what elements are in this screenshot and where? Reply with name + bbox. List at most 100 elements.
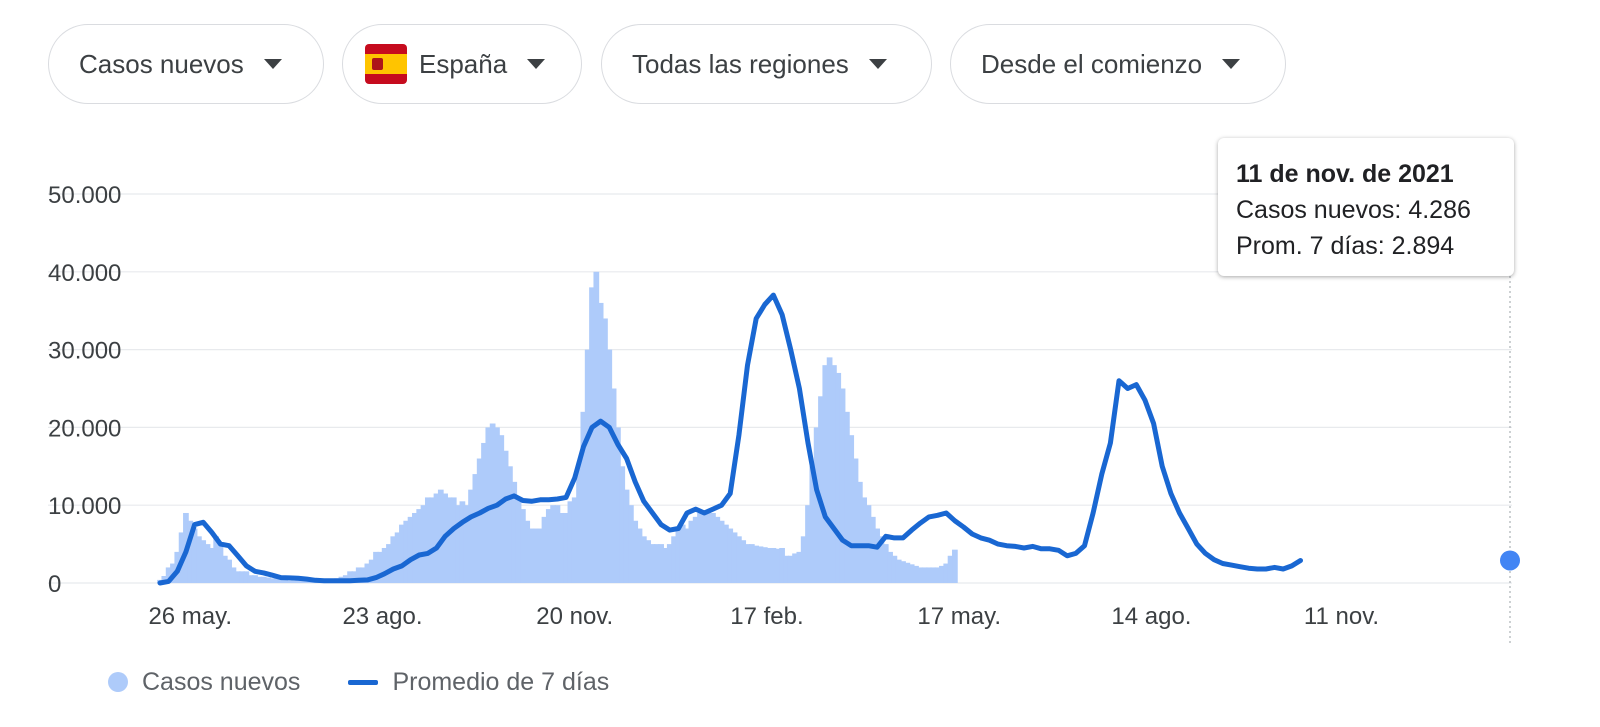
bar[interactable] bbox=[545, 509, 552, 583]
bar[interactable] bbox=[787, 555, 794, 583]
bar[interactable] bbox=[826, 357, 833, 583]
bar[interactable] bbox=[541, 516, 548, 583]
bar[interactable] bbox=[584, 349, 591, 583]
bar[interactable] bbox=[386, 544, 392, 583]
bar[interactable] bbox=[813, 427, 820, 583]
bar[interactable] bbox=[252, 575, 258, 583]
bar[interactable] bbox=[688, 520, 695, 583]
bar[interactable] bbox=[697, 512, 703, 583]
bar[interactable] bbox=[723, 524, 729, 583]
bar[interactable] bbox=[567, 501, 574, 583]
bar[interactable] bbox=[204, 544, 211, 583]
bar[interactable] bbox=[368, 559, 375, 583]
bar[interactable] bbox=[524, 520, 531, 583]
bar[interactable] bbox=[619, 466, 626, 583]
bar[interactable] bbox=[822, 365, 829, 583]
bars-series[interactable] bbox=[157, 271, 958, 583]
bar[interactable] bbox=[930, 567, 937, 583]
bar[interactable] bbox=[623, 489, 630, 583]
bar[interactable] bbox=[221, 555, 228, 583]
bar[interactable] bbox=[360, 567, 366, 583]
bar[interactable] bbox=[926, 567, 932, 583]
hover-point[interactable] bbox=[1500, 550, 1520, 571]
bar[interactable] bbox=[256, 576, 263, 583]
bar[interactable] bbox=[511, 481, 518, 583]
bar[interactable] bbox=[381, 547, 388, 583]
bar[interactable] bbox=[351, 571, 358, 583]
bar[interactable] bbox=[779, 547, 785, 583]
bar[interactable] bbox=[891, 555, 898, 583]
bar[interactable] bbox=[429, 497, 436, 583]
bar[interactable] bbox=[200, 540, 207, 583]
bar[interactable] bbox=[753, 545, 760, 583]
bar[interactable] bbox=[532, 528, 539, 583]
bar[interactable] bbox=[515, 497, 522, 583]
bar[interactable] bbox=[597, 302, 604, 583]
bar[interactable] bbox=[908, 564, 915, 583]
country-dropdown[interactable]: España bbox=[342, 24, 582, 104]
bar[interactable] bbox=[593, 271, 600, 583]
bar[interactable] bbox=[701, 512, 708, 583]
bar[interactable] bbox=[766, 547, 772, 583]
bar[interactable] bbox=[666, 544, 673, 583]
bar[interactable] bbox=[606, 349, 613, 583]
bar[interactable] bbox=[502, 450, 509, 583]
bar[interactable] bbox=[869, 516, 876, 583]
bar[interactable] bbox=[459, 501, 466, 583]
bar[interactable] bbox=[520, 509, 526, 583]
bar[interactable] bbox=[615, 427, 621, 583]
bar[interactable] bbox=[783, 555, 790, 583]
bar[interactable] bbox=[243, 571, 250, 583]
bar[interactable] bbox=[394, 532, 401, 583]
bar[interactable] bbox=[576, 466, 582, 583]
bar[interactable] bbox=[217, 544, 224, 583]
bar[interactable] bbox=[658, 544, 664, 583]
bar[interactable] bbox=[420, 505, 427, 583]
bar[interactable] bbox=[537, 528, 544, 583]
bar[interactable] bbox=[187, 520, 194, 583]
bar[interactable] bbox=[774, 548, 781, 583]
bar[interactable] bbox=[390, 536, 397, 583]
bar[interactable] bbox=[558, 512, 565, 583]
bar[interactable] bbox=[226, 559, 232, 583]
bar[interactable] bbox=[412, 512, 418, 583]
bar[interactable] bbox=[230, 567, 237, 583]
bar[interactable] bbox=[874, 528, 880, 583]
bar[interactable] bbox=[550, 505, 556, 583]
bar[interactable] bbox=[662, 547, 669, 583]
bar[interactable] bbox=[744, 544, 751, 583]
bar[interactable] bbox=[528, 528, 535, 583]
bar[interactable] bbox=[403, 520, 410, 583]
bar[interactable] bbox=[861, 497, 868, 583]
bar[interactable] bbox=[943, 563, 950, 583]
bar[interactable] bbox=[278, 579, 284, 583]
bar[interactable] bbox=[800, 536, 807, 583]
bar[interactable] bbox=[273, 578, 280, 583]
bar[interactable] bbox=[809, 466, 816, 583]
bar[interactable] bbox=[878, 536, 885, 583]
bar[interactable] bbox=[239, 571, 245, 583]
average-line[interactable] bbox=[157, 292, 1303, 586]
region-dropdown[interactable]: Todas las regiones bbox=[601, 24, 932, 104]
bar[interactable] bbox=[947, 555, 954, 583]
bar[interactable] bbox=[692, 516, 699, 583]
bar[interactable] bbox=[844, 411, 850, 583]
bar[interactable] bbox=[796, 551, 803, 583]
bar[interactable] bbox=[355, 567, 362, 583]
bar[interactable] bbox=[265, 577, 271, 583]
bar[interactable] bbox=[286, 580, 293, 583]
bar[interactable] bbox=[498, 435, 505, 583]
bar[interactable] bbox=[269, 578, 276, 583]
bar[interactable] bbox=[913, 565, 919, 583]
bar[interactable] bbox=[761, 547, 768, 583]
bar[interactable] bbox=[571, 497, 578, 583]
bar[interactable] bbox=[856, 481, 863, 583]
bar[interactable] bbox=[653, 544, 660, 583]
bar[interactable] bbox=[208, 547, 215, 583]
bar[interactable] bbox=[939, 565, 945, 583]
bar[interactable] bbox=[446, 497, 453, 583]
bar[interactable] bbox=[304, 580, 310, 583]
bar[interactable] bbox=[437, 489, 444, 583]
bar[interactable] bbox=[282, 579, 289, 583]
